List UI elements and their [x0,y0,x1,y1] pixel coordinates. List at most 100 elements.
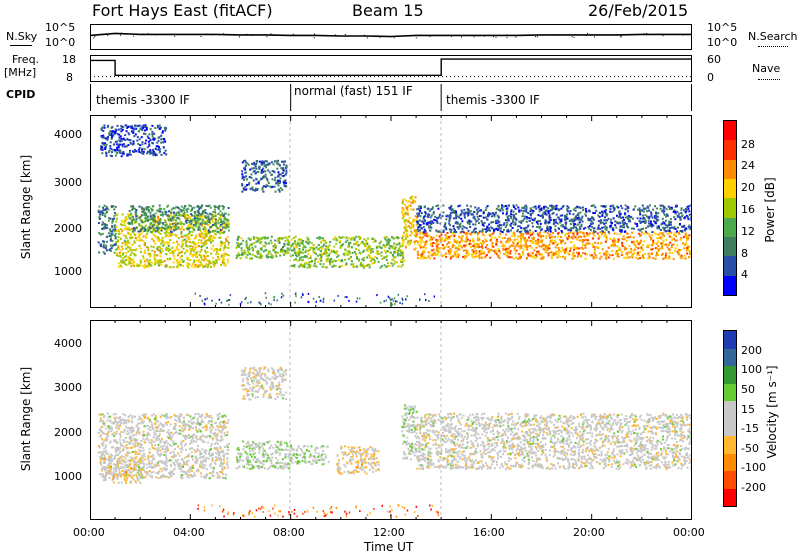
power-cell [419,229,421,232]
power-cell [219,242,222,245]
power-cell [642,217,644,220]
power-cell [353,243,356,246]
power-cell [320,259,323,262]
power-cell [451,211,454,214]
power-cell [402,239,405,242]
power-cell [620,217,623,219]
power-cell [543,207,545,210]
power-cell [477,238,479,241]
power-cell [536,221,539,224]
power-cell [422,257,425,260]
power-cell [314,259,316,262]
power-cell [488,212,491,214]
power-cell [306,257,309,260]
power-cell [520,246,523,249]
power-cell [515,212,517,215]
power-cell [104,148,107,151]
power-cell [285,167,288,170]
power-cell [414,215,417,218]
power-cell [136,263,139,266]
power-cell [261,188,264,191]
power-cell [650,211,652,214]
power-cell [172,266,175,269]
power-cell [223,262,226,264]
power-cell [251,186,254,189]
power-cell [406,209,409,212]
power-cell [513,249,516,252]
power-cell [495,219,497,222]
power-cell [617,222,619,225]
power-cell [618,247,621,250]
power-cell [153,253,156,256]
power-cell [306,266,309,269]
power-cell [476,215,479,218]
power-cell [656,207,659,210]
power-cell [659,229,662,231]
power-cell [304,246,307,249]
power-cell [218,258,221,261]
power-cell [316,254,319,257]
power-cell [525,220,528,223]
power-cell [444,223,447,226]
power-cell [502,248,505,251]
power-cell [482,224,485,227]
power-cell [597,226,600,229]
power-cell [212,220,215,223]
power-cell [540,245,543,248]
power-cell [131,243,134,246]
power-cell [122,151,125,153]
power-cell [366,247,368,250]
power-cell [531,222,534,225]
power-cell [681,242,684,245]
power-cell [416,215,419,218]
power-cell [616,232,619,235]
power-cell [216,227,219,230]
power-cell [394,303,396,306]
power-cell [116,133,119,136]
power-cell [673,234,676,237]
power-cell [154,127,157,129]
power-cell [366,245,369,248]
power-cell [210,226,212,229]
power-cell [181,225,184,228]
noise-point [646,34,648,36]
power-cell [561,255,564,258]
power-cell [151,261,153,264]
power-cell [623,226,626,229]
power-cell [550,204,553,207]
power-cell [548,252,551,254]
power-cell [98,211,101,213]
power-cell [271,185,274,188]
power-cell [590,220,593,223]
power-cell [398,241,401,244]
power-cell [498,249,501,252]
power-cell [650,237,653,240]
power-cell [388,265,391,267]
power-cell [512,210,515,213]
power-cell [587,226,590,229]
power-cell [518,256,521,258]
power-cell [121,145,124,148]
power-cell [657,212,660,215]
power-cell [672,257,675,260]
power-cell [128,259,131,262]
power-cell [363,243,366,246]
power-cell [610,218,612,221]
power-cell [252,179,255,182]
power-cell [685,227,687,230]
power-cell [107,208,110,211]
power-cell [277,237,279,240]
power-cell [124,145,127,148]
power-cell [414,196,417,199]
power-cell [101,210,104,213]
power-cell [205,246,208,249]
power-cell [239,257,242,260]
power-cell [421,250,424,253]
power-cell [251,253,254,256]
noise-point [682,34,684,36]
power-cell [271,170,274,173]
power-cell [361,258,364,261]
power-cell [225,238,227,241]
power-cell [550,251,553,254]
power-cell [679,230,682,232]
